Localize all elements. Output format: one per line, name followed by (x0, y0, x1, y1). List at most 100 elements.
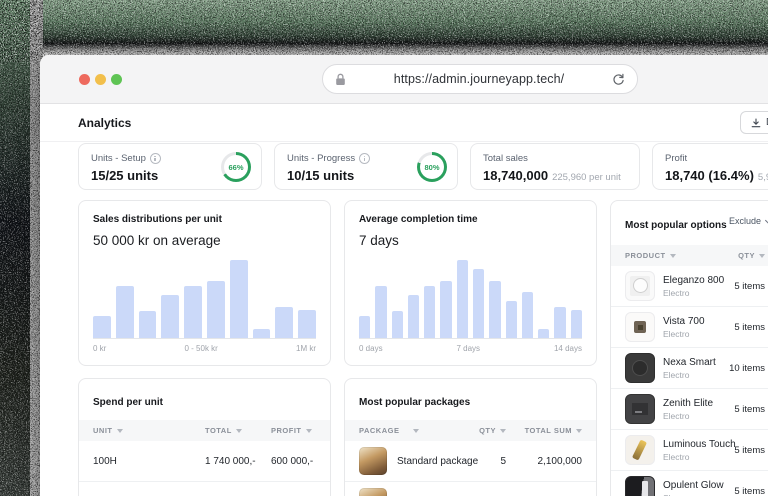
bar-chart (359, 260, 582, 339)
option-row[interactable]: Luminous Touch Electro 5 items (611, 430, 768, 471)
kpi-label: Units - Setup (91, 153, 146, 164)
product-thumbnail (625, 476, 655, 496)
chart-headline: 50 000 kr on average (93, 233, 221, 248)
product-category: Electro (663, 369, 690, 380)
bar (206, 281, 225, 338)
product-thumbnail (625, 271, 655, 301)
bar (184, 285, 202, 338)
product-thumbnail (625, 394, 655, 424)
filter-icon (576, 428, 582, 433)
bar (93, 316, 111, 338)
option-row[interactable]: Nexa Smart Electro 10 items (611, 348, 768, 389)
package-name: Standard package (397, 455, 479, 467)
page-title: Analytics (78, 116, 132, 130)
x-axis-ticks: 0 kr 0 - 50k kr 1M kr (93, 344, 316, 353)
bar (505, 300, 517, 338)
refresh-icon[interactable] (612, 73, 625, 86)
column-package[interactable]: PACKAGE (359, 426, 460, 435)
product-category: Shower (663, 493, 726, 496)
package-row[interactable]: Standard package 5 2,100,000 (345, 482, 596, 496)
lock-icon (336, 73, 345, 85)
bar (489, 281, 501, 338)
bar (391, 311, 403, 338)
bar (252, 329, 271, 338)
bar (570, 309, 582, 338)
dashboard-content: Units - Setup 15/25 units 66% Units - Pr… (40, 140, 768, 496)
kpi-value: 15/25 units (91, 168, 159, 183)
column-qty[interactable]: QTY (460, 426, 506, 435)
product-qty: 5 items (734, 485, 765, 496)
bar (554, 306, 566, 338)
info-icon[interactable] (149, 153, 161, 164)
product-qty: 5 items (734, 403, 765, 415)
x-tick: 0 days (359, 344, 383, 353)
x-tick: 7 days (456, 344, 481, 353)
package-row[interactable]: Standard package 5 2,100,000 (345, 441, 596, 482)
x-tick: 1M kr (296, 344, 316, 353)
exclude-control[interactable]: Exclude (729, 216, 768, 226)
kpi-subvalue: 225,960 per unit (552, 172, 621, 183)
unit-cell: 100H (93, 455, 117, 467)
package-qty: 5 (500, 455, 506, 467)
column-qty[interactable]: QTY (738, 251, 765, 260)
spend-per-unit-card: Spend per unit UNIT TOTAL PROFIT 100H 1 … (78, 378, 331, 496)
browser-window: https://admin.journeyapp.tech/ Analytics… (40, 55, 768, 496)
bar (161, 295, 180, 338)
packages-table-header: PACKAGE QTY TOTAL SUM (345, 420, 596, 441)
completion-time-card: Average completion time 7 days 0 days 7 d… (344, 200, 597, 366)
kpi-subvalue: 5,960 per unit (757, 172, 768, 183)
info-icon[interactable] (359, 153, 371, 164)
spend-table-body: 100H 1 740 000,- 600 000,- 101C 740 000,… (79, 441, 330, 496)
kpi-card-units-progress: Units - Progress 10/15 units 80% (274, 143, 458, 190)
column-unit[interactable]: UNIT (93, 426, 205, 435)
x-axis-ticks: 0 days 7 days 14 days (359, 344, 582, 353)
spend-row[interactable]: 100H 1 740 000,- 600 000,- (79, 441, 330, 482)
bar (359, 316, 371, 338)
bar (538, 329, 550, 338)
card-title: Most popular options (625, 220, 727, 231)
bar (375, 285, 387, 338)
option-row[interactable]: Vista 700 Electro 5 items (611, 307, 768, 348)
column-total[interactable]: TOTAL (205, 426, 271, 435)
options-table-header: PRODUCT QTY (611, 245, 768, 266)
address-bar[interactable]: https://admin.journeyapp.tech/ (322, 64, 638, 94)
spend-row[interactable]: 101C 740 000,- 300 000,- (79, 482, 330, 496)
product-name: Eleganzo 800 (663, 274, 725, 286)
download-button[interactable]: Download (740, 111, 768, 134)
sales-distribution-card: Sales distributions per unit 50 000 kr o… (78, 200, 331, 366)
option-row[interactable]: Eleganzo 800 Electro 5 items (611, 266, 768, 307)
product-thumbnail (625, 353, 655, 383)
progress-percent: 66% (228, 162, 244, 172)
exclude-label: Exclude (729, 216, 762, 226)
bar (275, 306, 294, 338)
option-row[interactable]: Zenith Elite Electro 5 items (611, 389, 768, 430)
popular-packages-card: Most popular packages PACKAGE QTY TOTAL … (344, 378, 597, 496)
minimize-window-button[interactable] (95, 74, 106, 85)
filter-icon (305, 428, 312, 433)
column-product[interactable]: PRODUCT (625, 251, 676, 260)
column-total-sum[interactable]: TOTAL SUM (506, 426, 582, 435)
close-window-button[interactable] (79, 74, 90, 85)
bar (229, 260, 248, 338)
chart-headline: 7 days (359, 233, 399, 248)
package-thumbnail (359, 447, 387, 475)
url-text[interactable]: https://admin.journeyapp.tech/ (393, 72, 565, 86)
popular-options-card: Most popular options Exclude PRODUCT QTY… (610, 200, 768, 496)
zoom-window-button[interactable] (111, 74, 122, 85)
option-row[interactable]: Opulent Glow Shower 5 items (611, 471, 768, 496)
window-controls (79, 74, 122, 85)
chart-title: Sales distributions per unit (93, 214, 222, 225)
product-qty: 5 items (734, 444, 765, 456)
bar (456, 260, 468, 338)
product-category: Electro (663, 451, 690, 462)
x-tick: 0 kr (93, 344, 107, 353)
column-profit[interactable]: PROFIT (271, 426, 316, 435)
bar (472, 269, 485, 338)
options-table-body: Eleganzo 800 Electro 5 items Vista 700 E… (611, 266, 768, 496)
progress-percent: 80% (424, 162, 440, 172)
browser-toolbar: https://admin.journeyapp.tech/ (40, 55, 768, 104)
product-name: Zenith Elite (663, 397, 714, 409)
bar (115, 285, 134, 338)
download-icon (751, 117, 761, 127)
